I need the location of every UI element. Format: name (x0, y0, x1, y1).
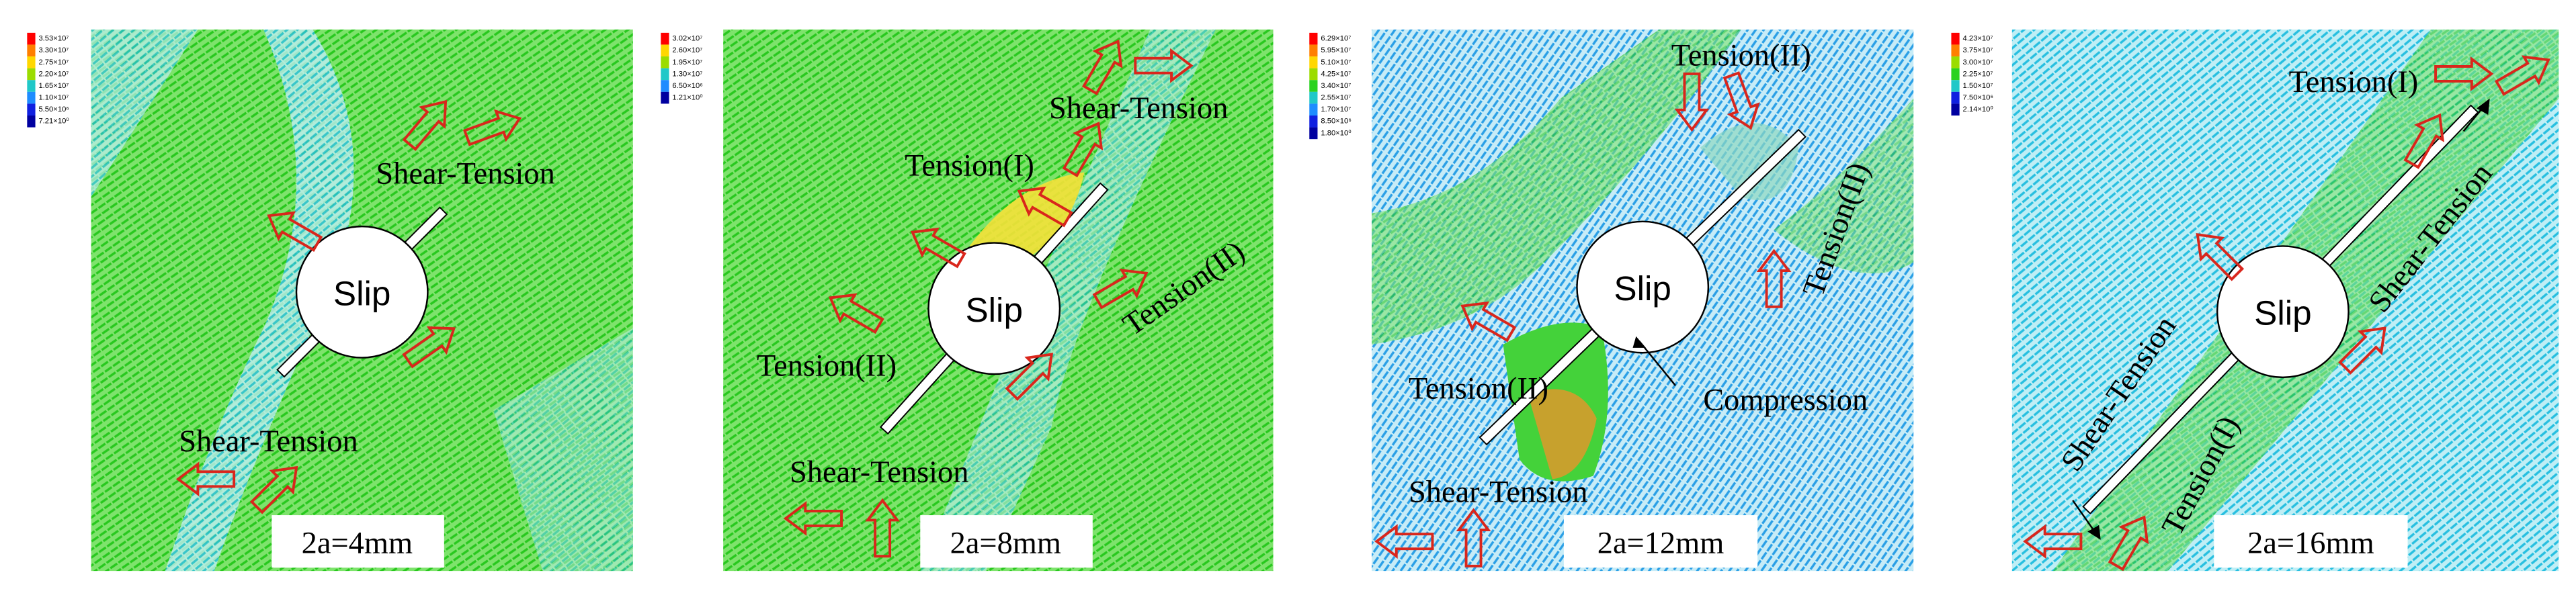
legend-label: 5.95×10⁷ (1321, 46, 1351, 54)
legend-swatch (1309, 32, 1318, 45)
annotation: Tension(II) (1671, 39, 1811, 73)
legend-label: 2.60×10⁷ (672, 46, 702, 54)
legend-swatch (27, 32, 36, 45)
legend-label: 3.00×10⁷ (1963, 58, 1993, 66)
legend-label: 4.23×10⁷ (1963, 35, 1993, 43)
legend-swatch (27, 80, 36, 92)
panel (1372, 29, 1914, 572)
slip-label: Slip (965, 291, 1023, 329)
legend-swatch (1309, 91, 1318, 104)
legend-swatch (661, 80, 669, 92)
legend-label: 2.75×10⁷ (38, 58, 69, 66)
legend-label: 4.25×10⁷ (1321, 70, 1351, 78)
legend-label: 3.40×10⁷ (1321, 82, 1351, 90)
legend-label: 1.10×10⁷ (38, 94, 69, 102)
caption: 2a=16mm (2247, 526, 2374, 560)
panel (723, 29, 1274, 572)
panel (91, 29, 633, 572)
legend-label: 2.14×10⁰ (1963, 105, 1994, 114)
caption-box (920, 515, 1093, 568)
legend-swatch (661, 56, 669, 69)
legend-label: 1.80×10⁰ (1321, 129, 1352, 137)
legend-swatch (1951, 91, 1960, 104)
caption: 2a=8mm (950, 526, 1061, 560)
legend-swatch (661, 91, 669, 104)
annotation: Shear-Tension (790, 455, 968, 490)
legend-swatch (1309, 115, 1318, 128)
annotation: Tension(II) (757, 349, 897, 383)
legend-swatch (1309, 103, 1318, 116)
legend-label: 6.50×10⁶ (672, 82, 702, 90)
slip-label: Slip (1614, 269, 1671, 308)
legend-label: 5.50×10⁶ (38, 105, 69, 114)
legend-swatch (661, 68, 669, 81)
legend-label: 6.29×10⁷ (1321, 35, 1351, 43)
slip-label: Slip (333, 274, 391, 312)
legend-swatch (661, 44, 669, 57)
legend-swatch (27, 91, 36, 104)
legend-swatch (1951, 56, 1960, 69)
legend-label: 2.20×10⁷ (38, 70, 69, 78)
legend-swatch (27, 56, 36, 69)
annotation: Shear-Tension (1409, 475, 1587, 510)
caption: 2a=4mm (302, 526, 413, 560)
legend-swatch (27, 115, 36, 128)
annotation: Tension(I) (905, 148, 1034, 183)
legend-label: 7.50×10⁶ (1963, 94, 1993, 102)
legend-swatch (1309, 56, 1318, 69)
legend-label: 1.30×10⁷ (672, 70, 702, 78)
legend-swatch (661, 32, 669, 45)
caption-box (1563, 515, 1758, 568)
legend-swatch (1309, 68, 1318, 81)
annotation: Tension(II) (1409, 372, 1548, 406)
slip-label: Slip (2254, 294, 2312, 332)
annotation: Shear-Tension (1049, 91, 1228, 126)
legend-label: 2.55×10⁷ (1321, 94, 1351, 102)
caption: 2a=12mm (1597, 526, 1725, 560)
legend-swatch (1309, 44, 1318, 57)
legend-swatch (1951, 32, 1960, 45)
legend-label: 1.70×10⁷ (1321, 105, 1351, 114)
legend-label: 3.30×10⁷ (38, 46, 69, 54)
legend-swatch (1309, 127, 1318, 140)
captions: 2a=4mm 2a=8mm 2a=12mm 2a=16mm (272, 515, 2408, 568)
annotation: Compression (1703, 383, 1868, 418)
legend-swatch (1951, 80, 1960, 92)
legend-label: 1.95×10⁷ (672, 58, 702, 66)
annotation: Tension(I) (2289, 65, 2419, 99)
legend-swatch (27, 44, 36, 57)
legend-label: 5.10×10⁷ (1321, 58, 1351, 66)
legend-label: 3.02×10⁷ (672, 35, 702, 43)
legend-label: 8.50×10⁶ (1321, 118, 1351, 126)
legend-label: 1.50×10⁷ (1963, 82, 1993, 90)
caption-box (272, 515, 444, 568)
legend-label: 7.21×10⁰ (38, 118, 69, 126)
legend-swatch (1951, 44, 1960, 57)
annotation: Shear-Tension (179, 424, 358, 459)
panel (2011, 29, 2559, 575)
legends: 3.53×10⁷ 3.30×10⁷ 2.75×10⁷ 2.20×10⁷ 1.65×10⁷… (27, 32, 1994, 140)
caption-box (2214, 515, 2408, 568)
legend-swatch (27, 68, 36, 81)
legend-label: 1.65×10⁷ (38, 82, 69, 90)
legend-label: 3.75×10⁷ (1963, 46, 1993, 54)
legend-swatch (1951, 68, 1960, 81)
legend-label: 1.21×10⁰ (672, 94, 703, 102)
legend-swatch (27, 103, 36, 116)
legend-swatch (1951, 103, 1960, 116)
legend-label: 2.25×10⁷ (1963, 70, 1993, 78)
annotation: Shear-Tension (376, 157, 554, 191)
legend-swatch (1309, 80, 1318, 92)
legend-label: 3.53×10⁷ (38, 35, 69, 43)
